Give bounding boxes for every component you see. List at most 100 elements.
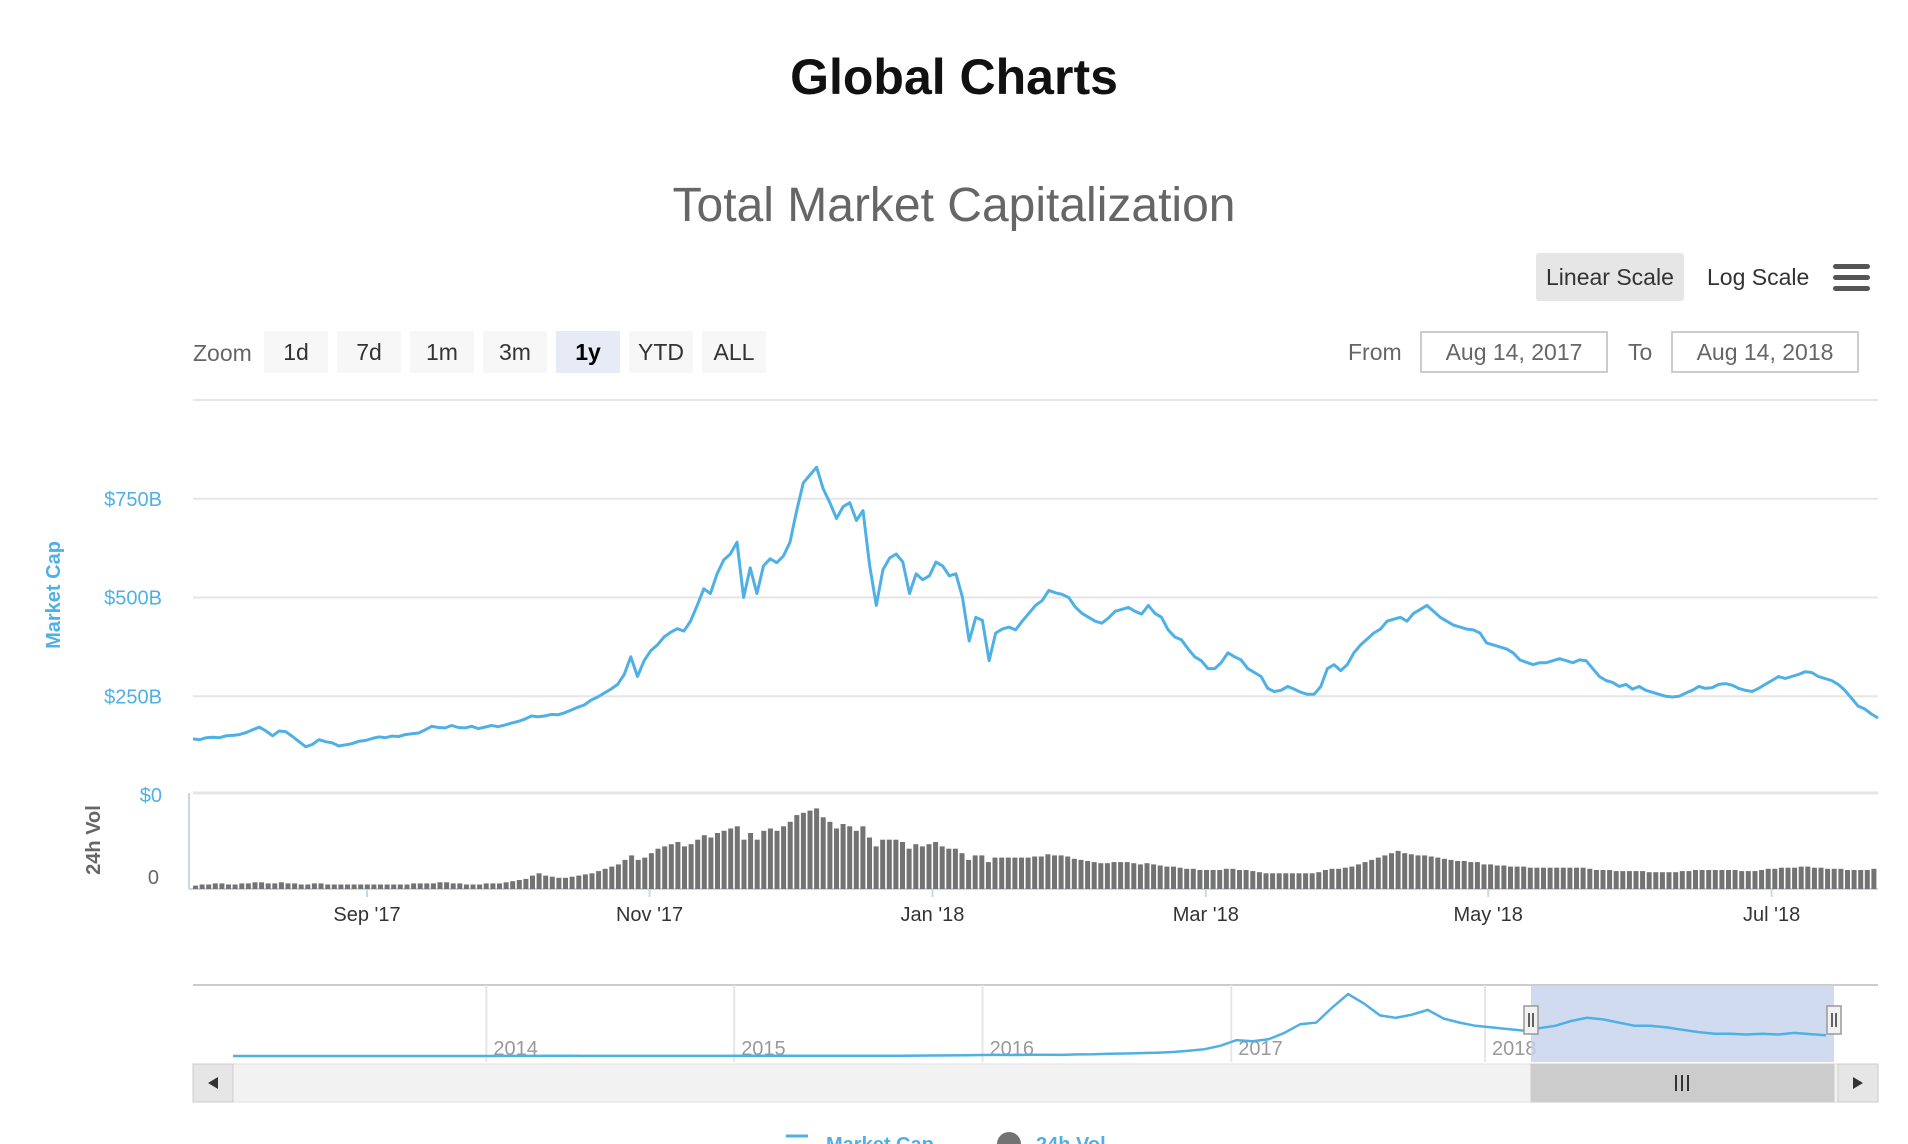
volume-bar xyxy=(648,853,654,889)
legend[interactable]: Market Cap 24h Vol xyxy=(786,1132,1106,1144)
market-cap-y-tick: $250B xyxy=(104,686,162,708)
volume-bar xyxy=(615,864,621,889)
zoom-1y-button[interactable]: 1y xyxy=(556,331,620,373)
volume-bar xyxy=(1065,856,1071,889)
volume-bar xyxy=(1574,867,1579,889)
to-date-input[interactable] xyxy=(1671,331,1859,373)
navigator-scrollbar[interactable] xyxy=(192,1063,1879,1103)
zoom-ytd-button[interactable]: YTD xyxy=(629,331,693,373)
volume-bar xyxy=(1481,864,1487,889)
navigator-handle-left[interactable] xyxy=(1523,1005,1539,1035)
volume-bar xyxy=(252,882,258,889)
volume-bar xyxy=(761,830,767,889)
volume-bar xyxy=(239,883,245,889)
volume-bar xyxy=(549,876,555,889)
page-title: Global Charts xyxy=(790,49,1118,105)
legend-marker-volume xyxy=(997,1132,1021,1144)
navigator[interactable]: 2014 2015 2016 2017 2018 xyxy=(192,984,1879,1103)
volume-bar xyxy=(767,828,773,889)
x-axis-tick: Mar '18 xyxy=(1173,904,1239,926)
log-scale-button[interactable]: Log Scale xyxy=(1707,264,1810,290)
volume-bar xyxy=(371,884,377,889)
volume-bar xyxy=(404,884,410,889)
to-label: To xyxy=(1628,339,1653,365)
legend-item-market-cap[interactable]: Market Cap xyxy=(786,1134,934,1144)
volume-bar xyxy=(193,885,198,889)
volume-bar xyxy=(397,884,403,889)
volume-bar xyxy=(1098,863,1104,889)
legend-item-volume[interactable]: 24h Vol xyxy=(997,1132,1106,1144)
volume-bar xyxy=(1468,862,1474,889)
volume-bar xyxy=(1190,868,1196,889)
zoom-1m-button[interactable]: 1m xyxy=(410,331,474,373)
volume-bar xyxy=(728,828,734,889)
volume-bar xyxy=(741,839,747,889)
volume-bar xyxy=(1356,864,1361,889)
volume-bar xyxy=(1527,867,1533,889)
volume-bar xyxy=(543,875,549,889)
volume-bar xyxy=(1395,850,1401,889)
volume-bar xyxy=(391,884,397,889)
volume-bar xyxy=(913,844,919,889)
volume-bar xyxy=(265,883,271,889)
volume-bar xyxy=(1243,870,1249,889)
volume-bar xyxy=(1085,861,1091,889)
from-date-input[interactable] xyxy=(1420,331,1608,373)
volume-bar xyxy=(682,846,687,889)
volume-bar xyxy=(1719,870,1725,889)
market-cap-line xyxy=(192,465,1879,749)
volume-bar xyxy=(1052,855,1057,889)
volume-bar xyxy=(378,884,383,889)
volume-bar xyxy=(1587,868,1593,889)
volume-bar xyxy=(1646,872,1652,889)
volume-bar xyxy=(1210,870,1216,889)
volume-bar xyxy=(860,826,866,889)
volume-bar xyxy=(1785,867,1791,889)
volume-bar xyxy=(1567,867,1573,889)
volume-bar xyxy=(1250,871,1256,889)
volume-bar xyxy=(1488,864,1494,889)
volume-bar xyxy=(1256,872,1262,889)
volume-bar xyxy=(298,884,304,889)
x-axis-tick: Sep '17 xyxy=(333,904,400,926)
volume-bar xyxy=(1217,870,1223,889)
zoom-3m-button[interactable]: 3m xyxy=(483,331,547,373)
volume-bar xyxy=(490,883,496,889)
volume-bar xyxy=(602,868,608,889)
volume-bar xyxy=(952,848,958,889)
volume-bar xyxy=(569,876,575,889)
volume-bar xyxy=(1204,870,1209,889)
volume-bar xyxy=(1521,866,1527,889)
zoom-1d-button[interactable]: 1d xyxy=(264,331,328,373)
chart-title: Total Market Capitalization xyxy=(672,179,1236,232)
volume-bar xyxy=(1541,867,1546,889)
volume-bar xyxy=(1270,873,1276,889)
volume-bar xyxy=(880,839,886,889)
volume-bar xyxy=(417,883,423,889)
volume-bar xyxy=(807,810,813,889)
x-axis-ticks: Sep '17 Nov '17 Jan '18 Mar '18 May '18 Jul '… xyxy=(333,889,1800,926)
market-cap-y-tick: $500B xyxy=(104,588,162,610)
volume-bar xyxy=(1448,859,1454,889)
volume-bar xyxy=(1038,856,1044,889)
hamburger-menu-icon[interactable] xyxy=(1833,264,1870,292)
volume-bar xyxy=(576,875,582,889)
volume-bar xyxy=(463,884,469,889)
volume-bar xyxy=(1501,865,1507,889)
linear-scale-button[interactable]: Linear Scale xyxy=(1536,253,1684,301)
volume-bar xyxy=(358,884,364,889)
zoom-7d-button[interactable]: 7d xyxy=(337,331,401,373)
volume-bar xyxy=(1124,862,1130,889)
volume-bar xyxy=(1157,865,1163,889)
volume-bar xyxy=(701,835,707,889)
volume-bar xyxy=(1706,870,1712,889)
volume-bar xyxy=(754,839,760,889)
volume-bar xyxy=(331,884,337,889)
navigator-handle-right[interactable] xyxy=(1826,1005,1842,1035)
volume-bar xyxy=(1283,873,1289,889)
volume-bar xyxy=(834,828,839,889)
volume-bar xyxy=(1118,862,1124,889)
zoom-all-button[interactable]: ALL xyxy=(702,331,766,373)
market-cap-y-ticks: $0 $250B $500B $750B xyxy=(104,489,162,807)
